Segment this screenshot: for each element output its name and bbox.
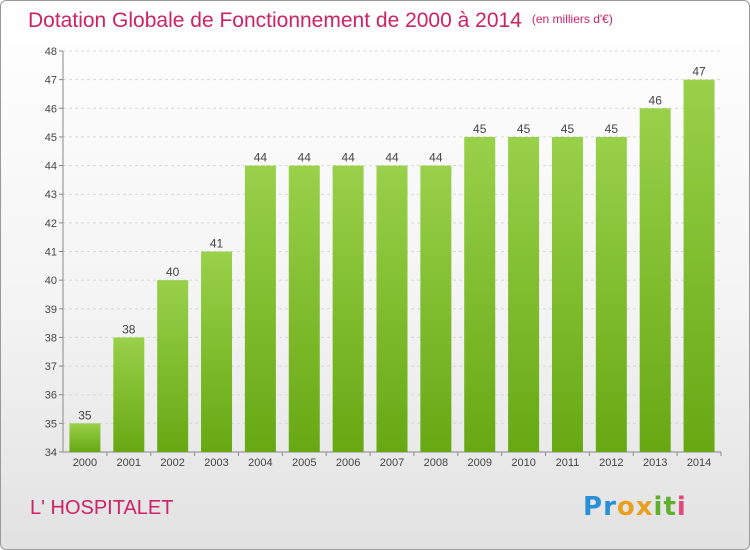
- x-tick-label: 2000: [73, 457, 97, 469]
- logo-letter: r: [603, 492, 617, 522]
- y-tick-label: 37: [45, 361, 57, 373]
- bar-value-label: 45: [605, 122, 619, 136]
- y-tick-label: 38: [45, 332, 57, 344]
- x-tick-label: 2014: [687, 457, 711, 469]
- x-tick-label: 2004: [248, 457, 272, 469]
- logo-letter: x: [635, 492, 654, 522]
- logo-letter: o: [616, 492, 636, 522]
- x-tick-label: 2011: [556, 457, 580, 469]
- bar: [595, 136, 627, 452]
- x-tick-label: 2009: [467, 457, 491, 469]
- x-tick-label: 2010: [511, 457, 535, 469]
- logo-letter: i: [653, 492, 664, 522]
- bar: [157, 280, 189, 452]
- bar: [639, 108, 671, 453]
- y-tick-label: 43: [45, 189, 57, 201]
- bar: [508, 136, 540, 452]
- bar: [332, 165, 364, 453]
- logo-letter: P: [583, 492, 604, 522]
- bar-value-label: 44: [341, 151, 355, 165]
- bar-value-label: 45: [561, 122, 575, 136]
- chart-title: Dotation Globale de Fonctionnement de 20…: [28, 9, 613, 33]
- y-tick-label: 47: [45, 75, 57, 87]
- bar: [201, 251, 233, 452]
- bar-value-label: 46: [649, 93, 663, 107]
- y-tick-label: 41: [45, 247, 57, 259]
- bar-value-label: 47: [692, 65, 706, 79]
- x-tick-label: 2005: [292, 457, 316, 469]
- x-tick-label: 2013: [643, 457, 667, 469]
- logo-letter: t: [663, 492, 677, 522]
- x-tick-label: 2002: [160, 457, 184, 469]
- proxiti-logo: Proxiti: [583, 492, 687, 522]
- bar: [376, 165, 408, 453]
- y-tick-label: 45: [45, 132, 57, 144]
- x-tick-label: 2008: [424, 457, 448, 469]
- y-tick-label: 46: [45, 103, 57, 115]
- bar: [113, 337, 145, 452]
- y-tick-label: 44: [45, 161, 57, 173]
- bar-value-label: 40: [166, 265, 180, 279]
- bar-value-label: 44: [298, 151, 312, 165]
- unit-note: (en milliers d'€): [531, 12, 613, 26]
- bar-value-label: 44: [385, 151, 399, 165]
- place-name: L' HOSPITALET: [30, 497, 174, 519]
- bar: [464, 136, 496, 452]
- y-tick-label: 40: [45, 275, 57, 287]
- bar-value-label: 45: [517, 122, 531, 136]
- logo-letter: i: [676, 492, 687, 522]
- y-tick-label: 34: [45, 447, 57, 459]
- bar-value-label: 44: [429, 151, 443, 165]
- y-tick-label: 42: [45, 218, 57, 230]
- bar: [244, 165, 276, 453]
- x-tick-label: 2006: [336, 457, 360, 469]
- y-tick-label: 39: [45, 304, 57, 316]
- x-tick-label: 2003: [204, 457, 228, 469]
- x-tick-label: 2001: [117, 457, 141, 469]
- bar: [288, 165, 320, 453]
- y-tick-label: 48: [45, 46, 57, 58]
- bar-value-label: 35: [78, 408, 92, 422]
- bar-value-label: 41: [210, 237, 224, 251]
- bar: [420, 165, 452, 453]
- x-tick-label: 2012: [599, 457, 623, 469]
- bar: [683, 79, 715, 453]
- bar: [69, 423, 101, 452]
- bar-value-label: 45: [473, 122, 487, 136]
- y-tick-label: 35: [45, 418, 57, 430]
- x-tick-label: 2007: [380, 457, 404, 469]
- bar: [551, 136, 583, 452]
- chart-title-text: Dotation Globale de Fonctionnement de 20…: [28, 9, 522, 32]
- bar-value-label: 38: [122, 322, 136, 336]
- y-tick-label: 36: [45, 390, 57, 402]
- bar-value-label: 44: [254, 151, 268, 165]
